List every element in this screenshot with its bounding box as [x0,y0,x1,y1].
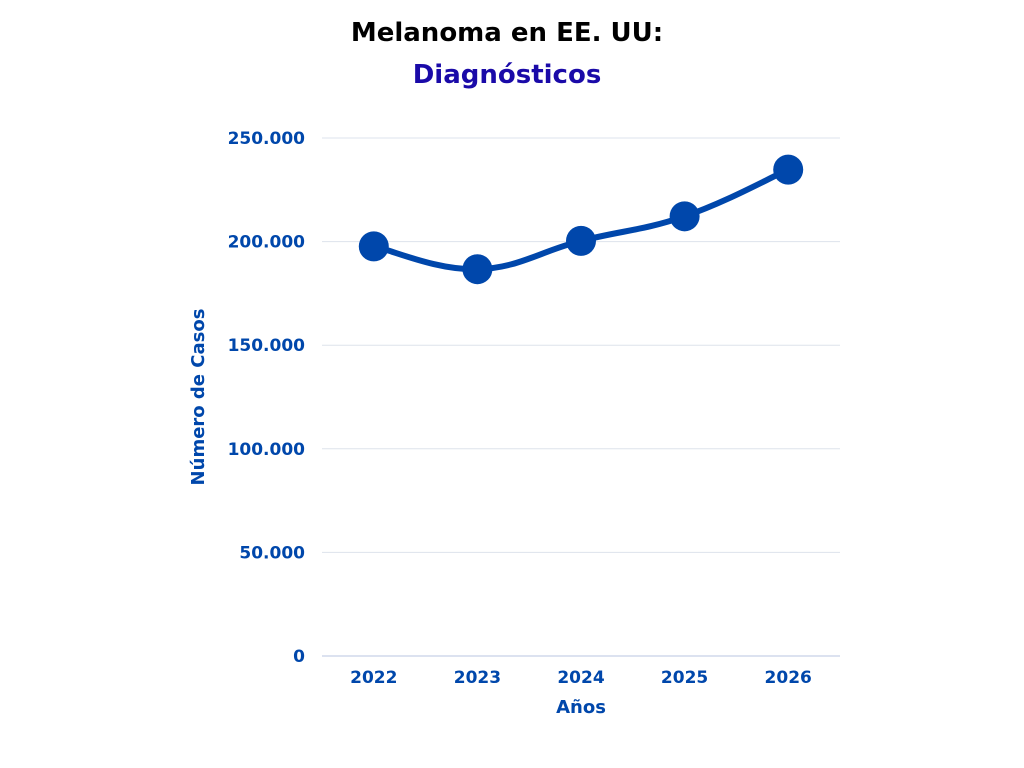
data-point [669,201,700,232]
data-point [773,154,804,185]
y-tick-label: 200.000 [228,233,306,253]
y-tick-label: 150.000 [228,336,306,356]
x-tick-label: 2024 [557,668,604,688]
x-tick-label: 2025 [661,668,708,688]
x-axis-label: Años [556,697,606,718]
data-point [566,225,596,256]
y-tick-label: 50.000 [239,543,305,563]
x-tick-label: 2026 [765,668,812,688]
y-tick-label: 100.000 [228,440,306,460]
chart-title: Melanoma en EE. UU: [350,18,664,48]
x-tick-label: 2023 [454,668,501,688]
y-tick-label: 0 [293,647,305,667]
data-point [358,231,389,262]
y-axis-label: Número de Casos [188,309,209,486]
y-tick-label: 250.000 [228,129,306,149]
data-point [462,254,493,285]
x-tick-label: 2022 [350,668,397,688]
chart-subtitle: Diagnósticos [412,60,602,90]
